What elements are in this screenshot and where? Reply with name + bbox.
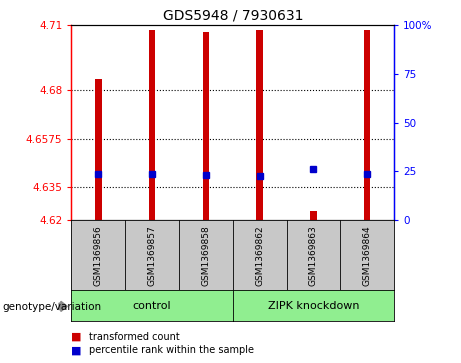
Bar — [203, 32, 209, 220]
Text: GSM1369863: GSM1369863 — [309, 225, 318, 286]
Text: ■: ■ — [71, 332, 82, 342]
Text: GSM1369856: GSM1369856 — [94, 225, 103, 286]
Bar — [95, 79, 101, 220]
Text: ■: ■ — [71, 345, 82, 355]
Text: transformed count: transformed count — [89, 332, 180, 342]
Text: GSM1369862: GSM1369862 — [255, 225, 264, 286]
Bar — [364, 30, 371, 220]
Text: GSM1369858: GSM1369858 — [201, 225, 210, 286]
Text: GSM1369864: GSM1369864 — [363, 225, 372, 286]
Bar — [256, 30, 263, 220]
Text: control: control — [133, 301, 171, 311]
Text: percentile rank within the sample: percentile rank within the sample — [89, 345, 254, 355]
Bar — [149, 30, 155, 220]
Title: GDS5948 / 7930631: GDS5948 / 7930631 — [163, 9, 303, 23]
Bar — [310, 211, 317, 220]
Text: ZIPK knockdown: ZIPK knockdown — [268, 301, 359, 311]
Text: genotype/variation: genotype/variation — [2, 302, 101, 312]
Text: GSM1369857: GSM1369857 — [148, 225, 157, 286]
